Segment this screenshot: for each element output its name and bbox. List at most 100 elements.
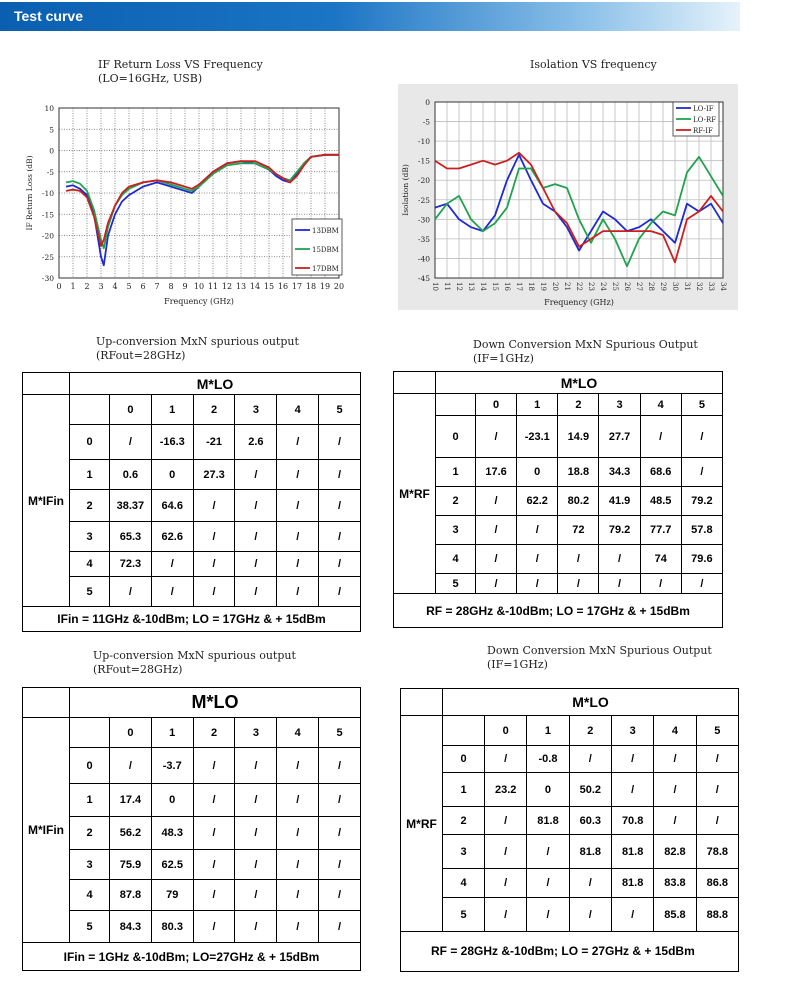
col-header-blank (69, 394, 110, 425)
row-index: 2 (442, 806, 485, 835)
cell: 14.9 (557, 415, 600, 458)
cell: / (109, 747, 152, 784)
cell: / (318, 424, 361, 460)
table-row: 2 56.2 48.3 / / / / (23, 816, 361, 850)
cell: 27.7 (598, 415, 641, 458)
table-4-subtitle: (IF=1GHz) (487, 658, 548, 671)
row-index: 3 (435, 515, 476, 545)
table-row: 1 23.2 0 50.2 / / / (401, 772, 740, 807)
row-index: 0 (69, 424, 110, 460)
isolation-chart: 10 11 12 13 14 15 16 17 18 19 20 21 22 23 24 25 26 27 28 29… (398, 84, 738, 310)
row-index: 4 (69, 879, 110, 911)
cell: / (318, 576, 361, 607)
x-tick-label: 17 (292, 282, 302, 291)
col-header: 5 (695, 715, 740, 746)
cell: 79.2 (598, 515, 641, 545)
row-index: 2 (69, 489, 110, 522)
cell: / (318, 879, 361, 911)
row-index: 5 (69, 576, 110, 607)
series-line-15dbm (65, 153, 339, 250)
x-tick-label: 27 (635, 282, 643, 291)
x-tick-label: 16 (278, 282, 288, 291)
cell: -23.1 (516, 415, 559, 458)
cell: / (109, 424, 152, 460)
row-index: 5 (442, 897, 485, 932)
x-tick-label: 4 (112, 282, 117, 291)
table-row: 0 / -23.1 14.9 27.7 / / (394, 415, 724, 458)
cell: 17.4 (109, 783, 152, 817)
row-index: 0 (435, 415, 476, 458)
cell: 79.6 (680, 544, 724, 574)
col-header: 4 (639, 393, 682, 416)
col-header: 4 (276, 394, 320, 425)
x-tick-label: 31 (683, 282, 691, 291)
cell: 0 (526, 772, 570, 807)
cell: / (276, 783, 320, 817)
cell: 64.6 (150, 489, 194, 522)
y-tick-label: -30 (418, 215, 430, 224)
x-tick-label: 21 (563, 282, 571, 291)
y-tick-label: -40 (418, 254, 430, 263)
cell: / (234, 849, 278, 880)
mlo-header: M*LO (435, 371, 723, 394)
cell: 62.2 (516, 486, 559, 516)
col-header: 1 (516, 393, 559, 416)
y-tick-label: -30 (42, 274, 54, 283)
cell: 84.3 (109, 910, 152, 943)
plot-border (58, 107, 340, 279)
table-row: 2 38.37 64.6 / / / / (23, 489, 361, 522)
cell: / (610, 745, 655, 773)
mlo-header: M*LO (442, 688, 739, 716)
table-4-title: Down Conversion MxN Spurious Output (487, 644, 712, 657)
corner-cell (22, 372, 70, 395)
y-tick-label: -25 (42, 253, 54, 262)
table-2-subtitle: (IF=1GHz) (473, 352, 534, 365)
cell: / (318, 910, 361, 943)
x-axis-label: Frequency (GHz) (164, 297, 234, 306)
table-4-caption: Down Conversion MxN Spurious Output (IF=… (487, 644, 712, 672)
isolation-chart-title: Isolation VS frequency (530, 58, 657, 71)
table-row: 5 / / / / 85.8 88.8 (401, 897, 740, 932)
row-index: 1 (442, 772, 485, 807)
cell: 83.8 (653, 868, 697, 898)
cell: / (234, 521, 278, 552)
cell: / (483, 868, 528, 898)
cell: / (192, 747, 236, 784)
legend-box (291, 218, 343, 276)
cell: / (150, 551, 194, 577)
series-line-lo-rf (434, 155, 724, 268)
x-tick-label: 18 (306, 282, 316, 291)
x-tick-label: 10 (431, 282, 439, 291)
cell: / (598, 544, 641, 574)
cell: 70.8 (610, 806, 655, 835)
cell: / (276, 576, 320, 607)
x-tick-label: 18 (527, 282, 535, 291)
cell: 86.8 (695, 868, 740, 898)
cell: 57.8 (680, 515, 724, 545)
table-2-caption: Down Conversion MxN Spurious Output (IF=… (473, 338, 698, 366)
table-row: 1 17.6 0 18.8 34.3 68.6 / (394, 457, 724, 487)
cell: / (318, 816, 361, 850)
y-tick-label: 5 (49, 125, 54, 134)
cell: 48.3 (150, 816, 194, 850)
y-tick-label: -15 (418, 157, 430, 166)
if-return-chart-title: IF Return Loss VS Frequency (LO=16GHz, U… (98, 58, 263, 86)
x-tick-label: 2 (84, 282, 89, 291)
table-2-title: Down Conversion MxN Spurious Output (473, 338, 698, 351)
table-row: 2 / 62.2 80.2 41.9 48.5 79.2 (394, 486, 724, 516)
cell: 0 (516, 457, 559, 487)
spurious-table-1: M*LO M*IFin 0 1 2 3 4 5 0 / -16.3 -21 2.… (22, 372, 361, 632)
col-header: 1 (150, 394, 194, 425)
row-index: 5 (69, 910, 110, 943)
table-footer: IFin = 11GHz &-10dBm; LO = 17GHz & + 15d… (22, 606, 361, 632)
col-header: 0 (483, 715, 528, 746)
col-header: 4 (653, 715, 697, 746)
cell: / (234, 747, 278, 784)
cell: 74 (639, 544, 682, 574)
cell: 18.8 (557, 457, 600, 487)
cell: 0 (150, 783, 194, 817)
x-tick-label: 22 (575, 282, 583, 291)
x-tick-label: 20 (551, 282, 559, 291)
cell: / (695, 745, 740, 773)
y-tick-label: -10 (42, 189, 54, 198)
